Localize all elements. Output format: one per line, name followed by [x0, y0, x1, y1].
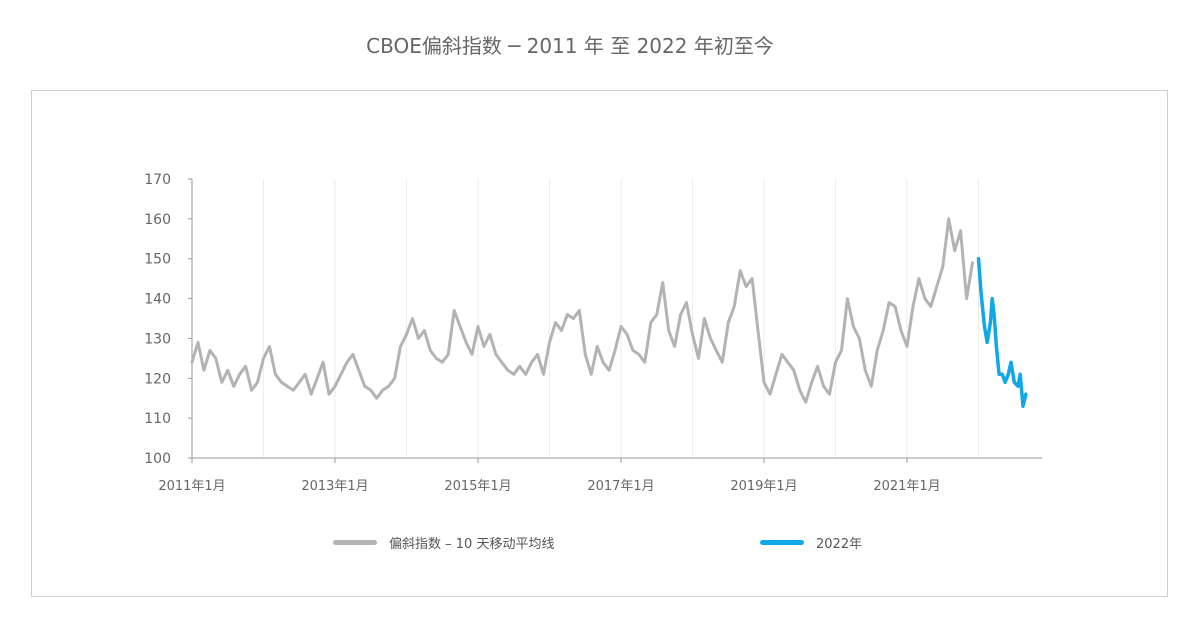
- x-tick-label: 2019年1月: [730, 479, 797, 494]
- y-tick-label: 150: [144, 252, 171, 268]
- x-tick-label: 2015年1月: [444, 479, 511, 494]
- legend-label-history: 偏斜指数 – 10 天移动平均线: [389, 536, 555, 552]
- series-line-history: [190, 217, 974, 404]
- legend-swatch-history: [333, 539, 377, 545]
- x-tick-label: 2013年1月: [301, 479, 368, 494]
- x-tick-label: 2011年1月: [158, 479, 225, 494]
- x-tick-label: 2021年1月: [873, 479, 940, 494]
- legend-swatch-2022: [760, 539, 804, 545]
- y-tick-label: 120: [144, 371, 171, 387]
- x-tick-label: 2017年1月: [587, 479, 654, 494]
- y-tick-label: 110: [144, 411, 171, 427]
- legend-item-history: 偏斜指数 – 10 天移动平均线: [333, 532, 554, 552]
- y-tick-label: 100: [144, 451, 171, 467]
- series-line-2022: [976, 256, 1028, 408]
- legend-item-2022: 2022年: [760, 532, 862, 552]
- legend-label-2022: 2022年: [816, 536, 863, 552]
- y-tick-label: 130: [144, 331, 171, 347]
- chart-frame: [31, 90, 1168, 597]
- y-tick-label: 140: [144, 292, 171, 308]
- y-tick-label: 160: [144, 212, 171, 228]
- chart-title: CBOE偏斜指数 ─ 2011 年 至 2022 年初至今: [366, 34, 774, 58]
- y-tick-label: 170: [144, 172, 171, 188]
